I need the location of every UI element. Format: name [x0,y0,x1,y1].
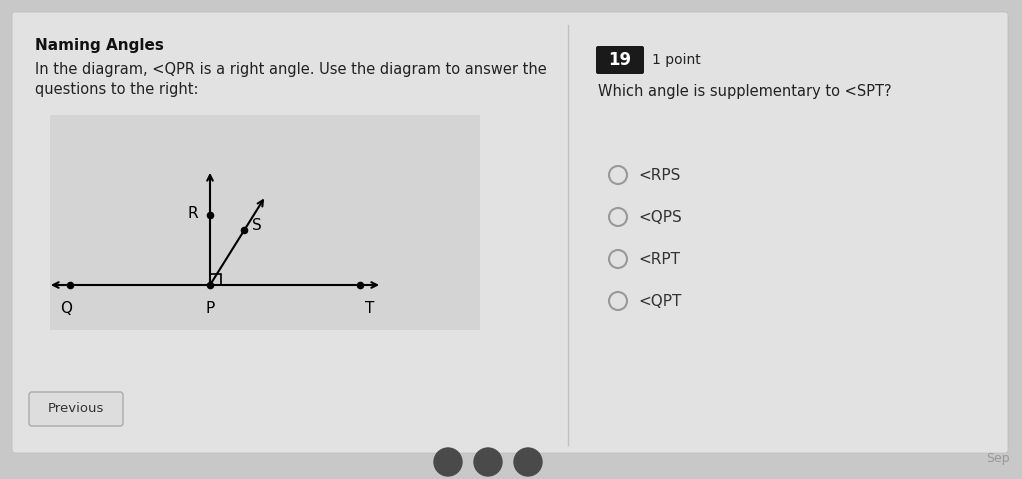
Text: Sep: Sep [986,452,1010,465]
FancyBboxPatch shape [12,12,1008,453]
Text: <RPS: <RPS [638,168,681,182]
Text: In the diagram, <QPR is a right angle. Use the diagram to answer the: In the diagram, <QPR is a right angle. U… [35,62,547,77]
Text: <QPT: <QPT [638,294,682,308]
Text: <QPS: <QPS [638,209,682,225]
Text: Previous: Previous [48,402,104,415]
Text: 19: 19 [608,51,632,69]
Text: Naming Angles: Naming Angles [35,38,164,53]
Point [201,281,218,289]
Point [352,281,368,289]
Circle shape [434,448,462,476]
Point [201,211,218,219]
FancyBboxPatch shape [29,392,123,426]
Text: R: R [187,205,198,220]
Point [236,226,252,234]
Point [61,281,78,289]
Text: T: T [365,301,375,316]
Text: Which angle is supplementary to <SPT?: Which angle is supplementary to <SPT? [598,84,891,99]
Circle shape [514,448,542,476]
Text: S: S [252,218,263,233]
FancyBboxPatch shape [596,46,644,74]
Text: 1 point: 1 point [652,53,701,67]
Circle shape [474,448,502,476]
FancyBboxPatch shape [50,115,480,330]
Text: P: P [205,301,215,316]
Text: Q: Q [60,301,72,316]
Text: <RPT: <RPT [638,251,680,266]
Text: questions to the right:: questions to the right: [35,82,198,97]
